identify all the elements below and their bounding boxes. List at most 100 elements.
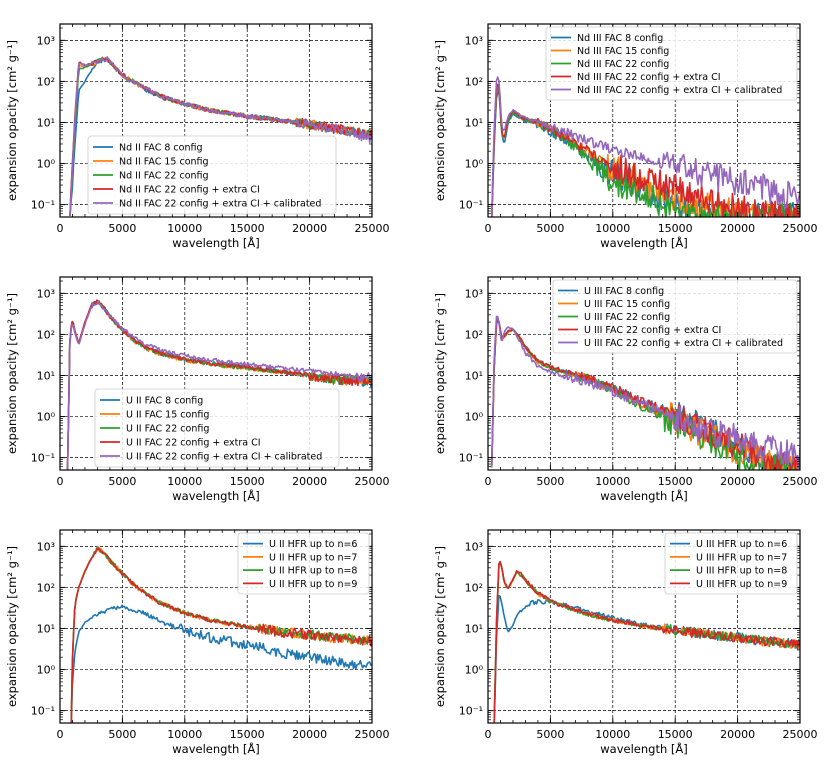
legend-label: U II FAC 22 config [126,424,209,435]
legend: U III FAC 8 config U III FAC 15 config U I… [552,279,798,354]
y-tick-label: 10⁻¹ [31,452,55,465]
y-tick-label: 10³ [37,34,55,47]
legend-label: U II FAC 15 config [126,410,209,421]
series-line-5 [490,76,800,217]
x-tick-label: 10000 [595,222,630,235]
legend-label: U II FAC 8 config [126,396,203,407]
y-tick-label: 10⁻¹ [459,705,483,718]
x-tick-label: 5000 [108,222,136,235]
x-tick-label: 20000 [720,222,755,235]
y-tick-label: 10⁻¹ [31,705,55,718]
legend-label: Nd II FAC 22 config + extra CI + calibra… [119,199,321,210]
series-line-5 [66,300,372,470]
legend-label: U III FAC 15 config [584,299,670,310]
y-tick-label: 10¹ [37,116,55,129]
legend: U II FAC 8 config U II FAC 15 config U II … [94,388,340,468]
legend-box [237,532,370,595]
x-tick-label: 10000 [595,475,630,488]
x-tick-label: 10000 [167,475,202,488]
x-tick-label: 25000 [355,475,390,488]
axes-frame [487,529,801,724]
legend-label: U II HFR up to n=7 [269,552,357,563]
y-tick-label: 10⁰ [465,158,484,171]
legend-label: U III FAC 8 config [584,286,664,297]
legend-label: Nd III FAC 22 config [577,59,669,70]
legend-label: U III HFR up to n=6 [696,539,787,550]
series-group [66,299,372,470]
legend: Nd III FAC 8 config Nd III FAC 15 config N… [545,26,798,101]
y-axis-title: expansion opacity [cm² g⁻¹] [433,40,447,201]
legend-label: Nd II FAC 22 config [119,171,209,182]
x-tick-label: 25000 [783,728,818,741]
series-line-3 [491,87,800,217]
series-line-5 [490,315,800,470]
x-tick-label: 25000 [783,475,818,488]
y-tick-label: 10⁰ [37,158,56,171]
series-group [70,545,372,723]
legend-label: Nd II FAC 15 config [119,157,209,168]
x-tick-label: 0 [485,222,492,235]
legend-label: U II HFR up to n=6 [269,539,357,550]
series-line-4 [70,547,372,723]
x-tick-label: 25000 [355,222,390,235]
y-tick-label: 10¹ [465,369,483,382]
y-tick-label: 10¹ [465,622,483,635]
x-axis-title: wavelength [Å] [600,488,688,503]
x-tick-label: 15000 [658,475,693,488]
x-tick-label: 20000 [720,728,755,741]
y-axis-title: expansion opacity [cm² g⁻¹] [5,40,19,201]
legend-label: Nd II FAC 8 config [119,143,203,154]
x-tick-label: 5000 [536,475,564,488]
legend: Nd II FAC 8 config Nd II FAC 15 config Nd … [87,135,337,215]
y-tick-label: 10³ [37,540,55,553]
x-tick-label: 10000 [167,222,202,235]
legend-label: U II FAC 22 config + extra CI [126,438,261,449]
legend-label: Nd III FAC 15 config [577,46,669,57]
panel-6: 0 5000 10000 15000 20000 25000 10⁻¹ 10⁰ 10¹ 10² 10… [433,529,818,756]
y-tick-label: 10² [465,328,483,341]
x-tick-label: 10000 [167,728,202,741]
x-tick-label: 5000 [536,222,564,235]
x-tick-label: 25000 [783,222,818,235]
x-tick-label: 20000 [292,475,327,488]
x-tick-label: 15000 [658,222,693,235]
x-tick-label: 15000 [230,728,265,741]
legend-label: U III FAC 22 config + extra CI [584,325,721,336]
legend-label: U III HFR up to n=8 [696,566,787,577]
x-axis-title: wavelength [Å] [172,488,260,503]
x-tick-label: 0 [485,475,492,488]
x-tick-label: 20000 [292,728,327,741]
x-tick-label: 5000 [108,728,136,741]
legend-box [87,135,337,215]
legend-box [552,279,798,354]
y-axis-title: expansion opacity [cm² g⁻¹] [433,293,447,454]
legend-label: U III HFR up to n=7 [696,552,787,563]
y-tick-label: 10¹ [37,369,55,382]
panel-2: 0 5000 10000 15000 20000 25000 10⁻¹ 10⁰ 10¹ 10² 10… [433,23,818,250]
panel-1: 0 5000 10000 15000 20000 25000 10⁻¹ 10⁰ 10¹ 10² 10… [5,23,390,250]
y-tick-label: 10³ [465,34,483,47]
axes-frame [487,23,801,218]
y-tick-label: 10³ [465,540,483,553]
y-axis-title: expansion opacity [cm² g⁻¹] [5,546,19,707]
y-tick-label: 10⁰ [37,411,56,424]
x-tick-label: 0 [485,728,492,741]
x-tick-label: 20000 [720,475,755,488]
legend-box [94,388,340,468]
x-tick-label: 15000 [230,475,265,488]
series-line-4 [493,560,800,723]
legend-label: U II HFR up to n=8 [269,566,357,577]
panel-3: 0 5000 10000 15000 20000 25000 10⁻¹ 10⁰ 10¹ 10² 10… [5,276,390,503]
series-group [490,76,800,217]
series-line-1 [493,594,800,723]
legend-label: U II HFR up to n=9 [269,579,357,590]
x-tick-label: 5000 [108,475,136,488]
legend-box [664,532,798,595]
legend: U II HFR up to n=6 U II HFR up to n=7 U II… [237,532,370,595]
series-group [69,56,372,216]
y-tick-label: 10⁰ [465,411,484,424]
x-axis-title: wavelength [Å] [600,235,688,250]
axes-frame [59,276,373,471]
series-group [493,560,800,723]
